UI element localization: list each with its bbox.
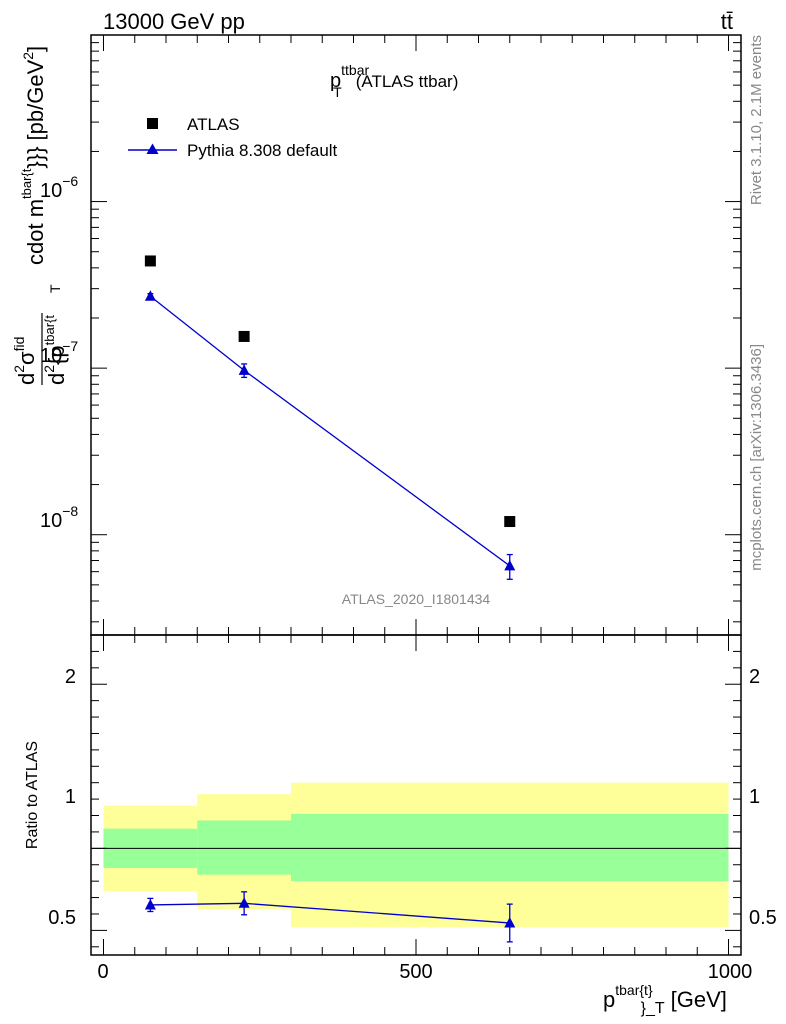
ylabel-den-sup2: tbar{t (42, 315, 57, 346)
xlabel-main: p (603, 987, 615, 1012)
pythia-point (144, 290, 156, 301)
mcplots-reference-label: mcplots.cern.ch [arXiv:1306.3436] (748, 344, 765, 571)
legend-pythia-marker (146, 143, 159, 154)
ratio-ytick-05-right: 0.5 (749, 907, 777, 929)
ratio-ytick-05-left: 0.5 (48, 907, 76, 929)
ylabel-cdot: cdot m (23, 199, 48, 265)
beam-energy-label: 13000 GeV pp (103, 9, 245, 34)
ylabel-unit-sup: 2 (20, 52, 36, 60)
ytick-1e-8-exp: −8 (62, 503, 78, 519)
ratio-point (504, 917, 516, 928)
ratio-point (144, 898, 156, 910)
ratio-ylabel: Ratio to ATLAS (24, 741, 41, 849)
ytick-label-1e-6: 10−6 (40, 173, 78, 202)
main-ylabel: d2σfid d2{ptbar{t T cdot mtbar{t}}} [pb/… (11, 46, 69, 385)
ylabel-mid-sup: tbar{t (19, 168, 34, 199)
main-ylabel-T: T (47, 284, 63, 293)
legend-atlas-label: ATLAS (187, 115, 240, 134)
ratio-ytick-2-left: 2 (65, 666, 76, 688)
plot-title: pttbar T (ATLAS ttbar) (330, 62, 458, 100)
ylabel-fid: fid (11, 337, 27, 352)
legend: ATLAS Pythia 8.308 default (128, 115, 338, 160)
pythia-point (504, 559, 516, 571)
ylabel-d: d (14, 373, 39, 385)
main-ylabel-denominator: d2{ptbar{t (41, 315, 69, 385)
ratio-ytick-1-right: 1 (749, 786, 760, 808)
ratio-ytick-2-right: 2 (749, 666, 760, 688)
xlabel-sub: }_T (641, 1000, 665, 1017)
xtick-label-0: 0 (97, 961, 108, 983)
plot-title-rest: (ATLAS ttbar) (356, 72, 459, 91)
pythia-point (238, 364, 250, 375)
atlas-point (144, 255, 156, 267)
atlas-point (504, 516, 516, 528)
ylabel-den-sup: 2 (41, 365, 57, 373)
plot-title-sub: T (333, 84, 342, 100)
legend-pythia-label: Pythia 8.308 default (187, 141, 338, 160)
ytick-1e-8-base: 10 (40, 510, 62, 532)
ytick-1e-6-base: 10 (40, 180, 62, 202)
ylabel-sigma: σ (14, 351, 39, 365)
process-label: tt̄ (721, 9, 733, 34)
ratio-point (238, 897, 250, 908)
ytick-label-1e-7: 10−7 (40, 338, 78, 367)
green-band-2 (291, 813, 729, 882)
ylabel-sup2: 2 (11, 365, 27, 373)
xtick-label-500: 500 (399, 961, 432, 983)
ratio-bands (103, 782, 729, 928)
ytick-label-1e-8: 10−8 (40, 503, 78, 532)
ylabel-unit-close: ] (23, 46, 48, 52)
xlabel-unit: [GeV] (671, 987, 727, 1012)
green-band-1 (197, 820, 291, 875)
ratio-ytick-1-left: 1 (65, 786, 76, 808)
main-ylabel-numerator: d2σfid (11, 337, 39, 385)
ylabel-den-d: d (44, 373, 69, 385)
x-axis-label: ptbar{t} }_T [GeV] (603, 982, 727, 1017)
ytick-1e-6-exp: −6 (62, 173, 78, 189)
main-ylabel-rest: cdot mtbar{t}}} [pb/GeV2] (19, 46, 48, 265)
ylabel-den-text: {p (44, 345, 69, 365)
ytick-1e-7-exp: −7 (62, 338, 78, 354)
rivet-version-label: Rivet 3.1.10, 2.1M events (748, 35, 765, 205)
data-marks (144, 255, 516, 943)
analysis-watermark: ATLAS_2020_I1801434 (342, 591, 491, 607)
plot-title-sup: ttbar (341, 62, 369, 78)
plot-title-main: p (330, 70, 341, 92)
xlabel-sup: tbar{t} (615, 982, 653, 998)
axis-ticks (91, 34, 741, 955)
atlas-point (238, 330, 250, 342)
xtick-label-1000: 1000 (708, 961, 753, 983)
pythia-line (149, 295, 511, 567)
legend-atlas-marker (147, 118, 158, 129)
ytick-1e-7-base: 10 (40, 345, 62, 367)
ylabel-unit: }}} [pb/GeV (23, 59, 48, 168)
